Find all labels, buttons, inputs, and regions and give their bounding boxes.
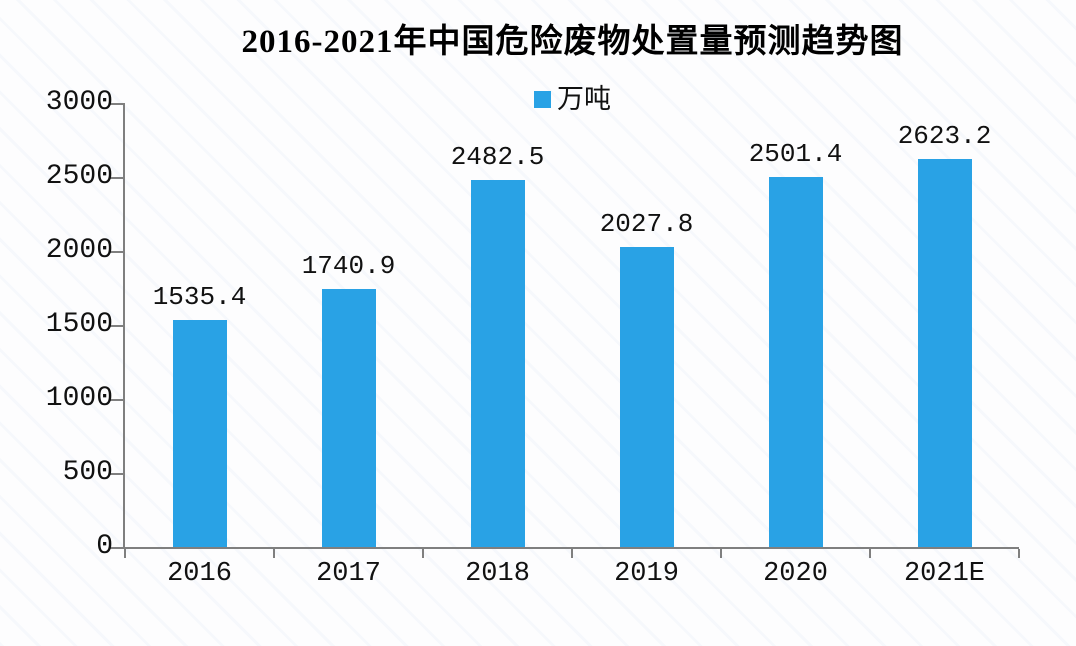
- y-tick-label: 0: [96, 531, 113, 562]
- x-category-label: 2018: [465, 559, 530, 589]
- bar-2017: [321, 289, 376, 547]
- x-tick: [1018, 549, 1020, 558]
- y-tick: [109, 103, 123, 105]
- y-tick-label: 3000: [45, 87, 113, 118]
- y-tick: [109, 177, 123, 179]
- x-tick: [869, 549, 871, 558]
- y-tick: [109, 325, 123, 327]
- x-axis-line: [123, 547, 1019, 549]
- bar-2016: [172, 319, 227, 547]
- y-tick-label: 2000: [45, 235, 113, 266]
- x-tick: [571, 549, 573, 558]
- plot-area: 0 500 1000 1500 2000 2500 3000 1535.4 1740.9 248…: [46, 89, 1020, 588]
- x-category-label: 2016: [167, 559, 232, 589]
- x-tick: [124, 549, 126, 558]
- bar-value-label: 2027.8: [599, 208, 694, 239]
- y-tick-label: 2500: [45, 161, 113, 192]
- y-tick: [109, 251, 123, 253]
- bar-2018: [470, 179, 525, 547]
- x-tick: [273, 549, 275, 558]
- bar-value-label: 2623.2: [897, 120, 992, 151]
- chart-title: 2016-2021年中国危险废物处置量预测趋势图: [241, 24, 904, 60]
- legend-label: 万吨: [557, 84, 611, 114]
- bar-value-label: 1740.9: [301, 251, 396, 282]
- y-tick: [109, 399, 123, 401]
- y-tick-label: 1500: [45, 309, 113, 340]
- bar-2019: [619, 246, 674, 547]
- bar-value-label: 2482.5: [450, 141, 545, 172]
- x-category-label: 2021E: [903, 559, 985, 589]
- bar-2020: [768, 176, 823, 547]
- x-category-label: 2017: [316, 559, 381, 589]
- y-tick-label: 1000: [45, 383, 113, 414]
- x-tick: [720, 549, 722, 558]
- y-axis-line: [123, 103, 125, 549]
- legend-swatch-icon: [534, 91, 551, 108]
- x-category-label: 2020: [763, 559, 828, 589]
- y-tick: [109, 473, 123, 475]
- y-tick-label: 500: [62, 457, 113, 488]
- x-category-label: 2019: [614, 559, 679, 589]
- bar-value-label: 1535.4: [152, 281, 247, 312]
- x-tick: [422, 549, 424, 558]
- legend: 万吨: [125, 86, 1020, 113]
- y-tick: [109, 547, 123, 549]
- bar-value-label: 2501.4: [748, 138, 843, 169]
- bar-2021E: [917, 158, 972, 547]
